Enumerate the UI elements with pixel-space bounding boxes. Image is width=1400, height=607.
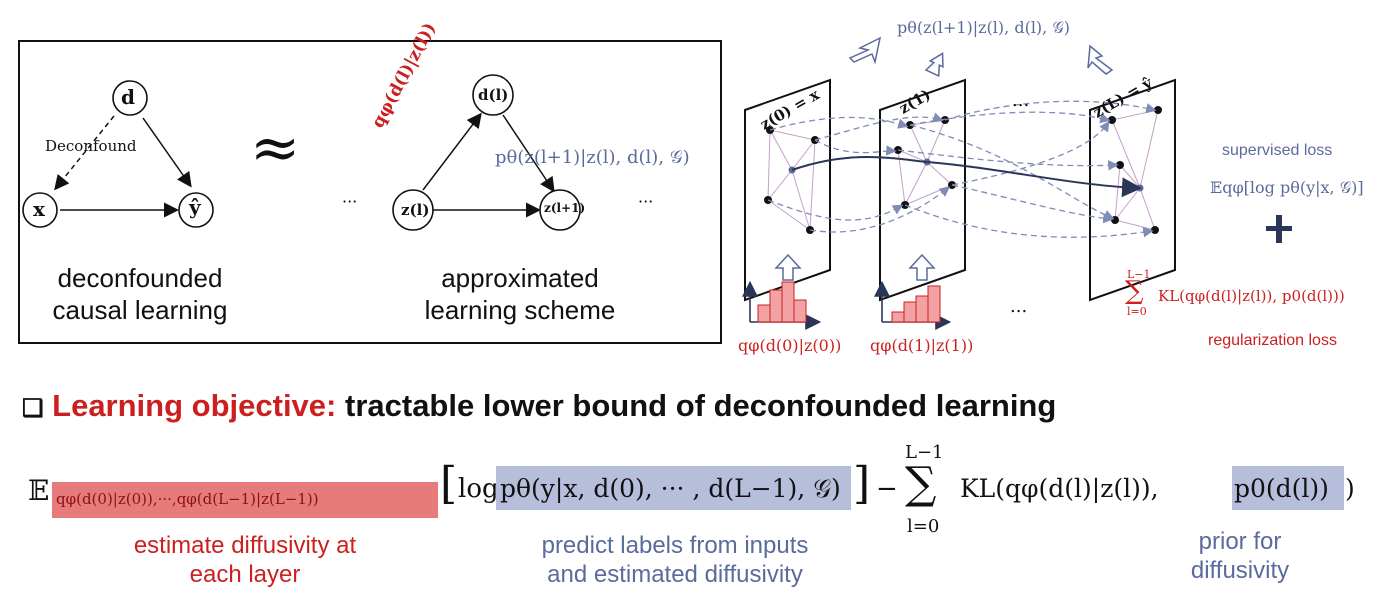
node-zl1 [539, 189, 581, 231]
hist0-label: qφ(d(0)|z(0)) [738, 336, 842, 355]
eq-p-term: pθ(y|x, d(0), ··· , d(L−1), 𝒢) [500, 474, 841, 503]
right-panel-diagram [742, 36, 1292, 330]
top-formula: pθ(z(l+1)|z(l), d(l), 𝒢) [897, 18, 1070, 37]
approx-node-znext-label: z(l+1) [544, 201, 586, 215]
eq-minus: − [876, 474, 898, 504]
node-x-label: x [33, 197, 45, 221]
annotation-estimate-line2: each layer [189, 561, 301, 588]
annotation-prior-line2: diffusivity [1190, 557, 1290, 584]
eq-kl: KL(qφ(d(l)|z(l)), [960, 474, 1159, 503]
node-x [22, 192, 58, 228]
annotation-prior: prior for diffusivity [1150, 527, 1330, 585]
eq-E: 𝔼 [28, 474, 50, 507]
reg-sum-symbol: ∑ [1125, 276, 1144, 306]
eq-close: ) [1345, 474, 1355, 503]
eq-bracket-left: [ [440, 458, 458, 509]
dots-bottom: ... [1010, 296, 1028, 317]
annotation-predict-line2: and estimated diffusivity [547, 561, 803, 588]
hist1-label: qφ(d(1)|z(1)) [870, 336, 974, 355]
dag-caption-line1: deconfounded [57, 263, 223, 293]
annotation-estimate: estimate diffusivity at each layer [90, 531, 400, 589]
histogram-0 [742, 280, 822, 330]
eq-sum-bottom: l=0 [907, 516, 940, 537]
approx-caption-line1: approximated [441, 263, 599, 293]
node-d [112, 80, 148, 116]
reg-loss-formula: KL(qφ(d(l)|z(l)), p0(d(l))) [1158, 287, 1345, 305]
histogram-1 [874, 280, 952, 330]
eq-prior-highlight [1232, 466, 1344, 510]
edge-d-x-dashed [54, 115, 115, 191]
reg-loss-title: regularization loss [1208, 332, 1337, 349]
deconfound-label: Deconfound [45, 137, 137, 155]
eq-subscript: qφ(d(0)|z(0)),···,qφ(d(L−1)|z(L−1)) [56, 490, 319, 508]
eq-p-highlight [496, 466, 851, 510]
node-dl [472, 74, 514, 116]
hollow-up-arrow-0 [774, 253, 802, 281]
eq-sum-top: L−1 [905, 442, 944, 463]
node-y [178, 192, 214, 228]
objective-label: Learning objective: [52, 388, 337, 423]
objective-text: tractable lower bound of deconfounded le… [345, 388, 1057, 423]
node-y-label: ŷ [189, 195, 201, 219]
edge-d-y [142, 117, 192, 188]
approx-caption-line2: learning scheme [424, 295, 616, 325]
reg-sum-top: L−1 [1127, 268, 1151, 281]
layer1-edges [897, 119, 953, 206]
main-propagation-path [791, 156, 1142, 198]
checkbox-icon: ❑ [22, 395, 44, 422]
node-d-label: d [121, 85, 135, 109]
hollow-arrow-top-2 [924, 52, 944, 78]
annotation-predict-line1: predict labels from inputs [541, 532, 809, 559]
ellipsis-left: ··· [342, 192, 358, 211]
node-zl [392, 189, 434, 231]
approx-symbol: ≈ [250, 113, 301, 183]
annotation-estimate-line1: estimate diffusivity at [133, 532, 357, 559]
ellipsis-right: ··· [638, 192, 654, 211]
eq-bracket-right: ] [853, 458, 871, 509]
annotation-prior-line1: prior for [1198, 528, 1282, 555]
reg-sum-bottom: l=0 [1127, 305, 1147, 318]
left-panel-diagram [22, 74, 581, 231]
eq-subscript-highlight [52, 482, 438, 518]
edge-d-znext [502, 114, 555, 193]
eq-log: log [458, 474, 499, 504]
supervised-loss-title: supervised loss [1222, 142, 1333, 159]
objective-heading: ❑ Learning objective: tractable lower bo… [22, 388, 1056, 424]
dashed-propagation-arrows [767, 100, 1157, 238]
hollow-arrow-top-1 [848, 36, 882, 65]
hollow-arrow-top-3 [1087, 44, 1114, 75]
annotation-predict: predict labels from inputs and estimated… [490, 531, 860, 589]
left-panel [18, 40, 722, 344]
approx-caption: approximated learning scheme [395, 262, 645, 326]
plane-layer0 [744, 78, 831, 302]
supervised-loss-formula: 𝔼qφ[log pθ(y|x, 𝒢)] [1210, 178, 1364, 197]
dots-top: ... [1012, 90, 1030, 111]
approx-node-z-label: z(l) [401, 201, 430, 219]
layer0-nodes [764, 126, 819, 234]
layer0-edges [767, 129, 816, 231]
dag-caption: deconfounded causal learning [30, 262, 250, 326]
edge-z-d [422, 112, 482, 191]
approx-node-d-label: d(l) [478, 86, 509, 104]
hollow-up-arrow-1 [908, 253, 936, 281]
dag-caption-line2: causal learning [52, 295, 228, 325]
eq-sum-symbol: ∑ [905, 458, 937, 509]
plus-sign-shape [1266, 215, 1292, 243]
eq-prior: p0(d(l)) [1234, 474, 1329, 503]
p-label: pθ(z(l+1)|z(l), d(l), 𝒢) [495, 147, 690, 168]
